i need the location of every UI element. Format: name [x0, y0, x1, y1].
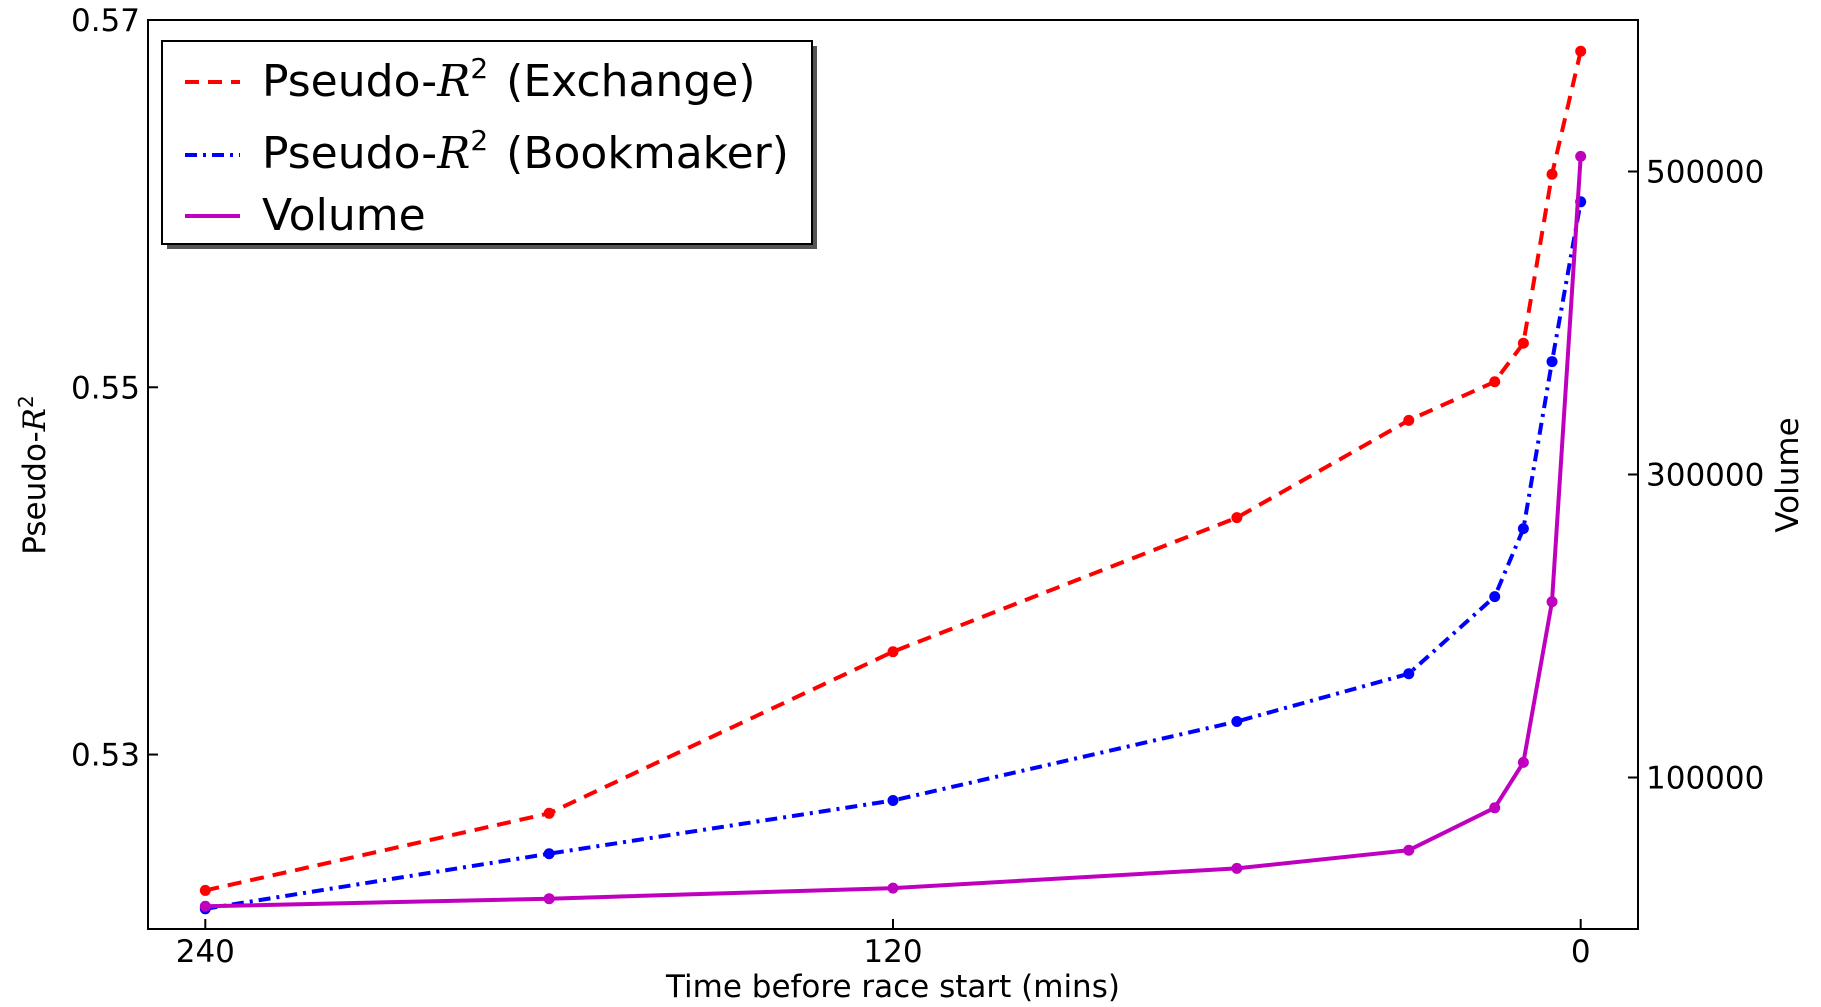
x-tick-label-0: 240: [176, 934, 235, 970]
x-axis-label: Time before race start (mins): [665, 969, 1120, 1005]
point-exchange-4: [1403, 414, 1415, 426]
legend-bookmaker-var: R: [436, 128, 470, 179]
series-line-bookmaker: [204, 201, 1583, 911]
point-exchange-5: [1489, 376, 1501, 388]
point-exchange-2: [887, 646, 899, 658]
point-exchange-1: [543, 807, 555, 819]
y-left-tick-label-2: 0.57: [71, 3, 140, 39]
x-axis: 240 120 0: [176, 919, 1591, 970]
point-volume-0: [199, 900, 211, 912]
y-left-tick-label-1: 0.55: [71, 370, 140, 406]
point-volume-8: [1575, 150, 1587, 162]
legend-bookmaker-prefix: Pseudo-: [262, 128, 437, 179]
y-axis-left-label: Pseudo-R2: [14, 395, 53, 555]
point-bookmaker-2: [887, 794, 899, 806]
legend-exchange-suffix: (Exchange): [506, 56, 755, 107]
y-axis-left-label-sup: 2: [14, 395, 38, 408]
legend-bookmaker-sup: 2: [470, 124, 488, 157]
y-axis-right-label: Volume: [1770, 417, 1806, 532]
point-exchange-0: [199, 884, 211, 896]
point-exchange-8: [1575, 45, 1587, 57]
point-volume-6: [1517, 756, 1529, 768]
x-tick-label-1: 120: [863, 934, 922, 970]
legend-label-exchange: Pseudo-R2 (Exchange): [262, 52, 755, 107]
legend-exchange-var: R: [436, 56, 470, 107]
y-right-tick-label-0: 100000: [1646, 761, 1764, 797]
legend-exchange-sup: 2: [470, 52, 488, 85]
point-bookmaker-3: [1231, 715, 1243, 727]
point-volume-3: [1231, 862, 1243, 874]
x-tick-label-2: 0: [1571, 934, 1591, 970]
point-bookmaker-7: [1546, 356, 1558, 368]
point-bookmaker-1: [543, 848, 555, 860]
point-exchange-6: [1517, 337, 1529, 349]
point-volume-1: [543, 893, 555, 905]
series-layer: [199, 45, 1587, 915]
point-bookmaker-4: [1403, 668, 1415, 680]
point-volume-7: [1546, 596, 1558, 608]
legend-label-bookmaker: Pseudo-R2 (Bookmaker): [262, 124, 789, 179]
point-bookmaker-6: [1517, 523, 1529, 535]
point-volume-4: [1403, 844, 1415, 856]
legend-exchange-prefix: Pseudo-: [262, 56, 437, 107]
legend-box: [161, 40, 813, 245]
point-bookmaker-5: [1489, 591, 1501, 603]
point-exchange-3: [1231, 512, 1243, 524]
legend-label-volume: Volume: [262, 190, 426, 241]
y-right-tick-label-1: 300000: [1646, 458, 1764, 494]
point-volume-2: [887, 882, 899, 894]
point-exchange-7: [1546, 168, 1558, 180]
y-axis-right: 100000 300000 500000: [1628, 155, 1764, 797]
y-axis-left-label-prefix: Pseudo-: [17, 431, 53, 554]
y-right-tick-label-2: 500000: [1646, 155, 1764, 191]
legend-bookmaker-suffix: (Bookmaker): [506, 128, 789, 179]
legend: Pseudo-R2 (Exchange) Pseudo-R2 (Bookmaker)…: [161, 40, 817, 249]
point-volume-5: [1489, 802, 1501, 814]
y-axis-left-label-var: R: [17, 408, 53, 432]
y-axis-left: 0.53 0.55 0.57: [71, 3, 158, 774]
y-left-tick-label-0: 0.53: [71, 738, 140, 774]
